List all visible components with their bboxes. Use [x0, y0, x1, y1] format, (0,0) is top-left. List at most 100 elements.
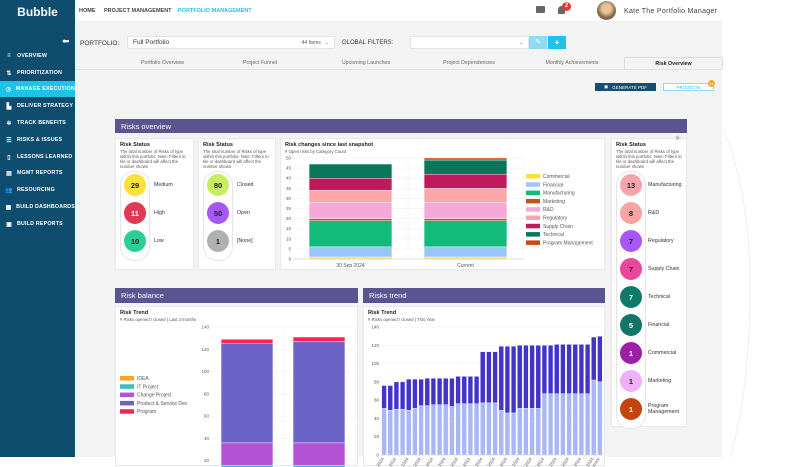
y-tick-label: 80 [374, 379, 380, 384]
tab-upcoming-launches[interactable]: Upcoming Launches [341, 60, 391, 66]
bar-segment [498, 346, 504, 411]
count-circle[interactable]: 8 [620, 202, 642, 224]
y-tick-label: 15 [286, 226, 292, 231]
sidebar-item-risks-issues[interactable]: ☰ RISKS & ISSUES [0, 132, 75, 148]
sidebar-item-label: DELIVER STRATEGY [17, 103, 74, 109]
sidebar-item-label: RESOURCING [17, 187, 55, 193]
sidebar-item-lessons-learned[interactable]: ▯ LESSONS LEARNED [0, 149, 75, 165]
count-label: Medium [154, 182, 173, 188]
bar-segment [597, 381, 603, 456]
sidebar-item-build-dashboards[interactable]: ▦ BUILD DASHBOARDS [0, 199, 75, 215]
chart-subtitle: # Open risks by Category Count [285, 149, 347, 154]
bar-segment [443, 377, 449, 405]
count-label: Manufacturing [648, 182, 682, 188]
sidebar-item-resourcing[interactable]: 👥 RESOURCING [0, 182, 75, 198]
count-circle[interactable]: 7 [620, 258, 642, 280]
sidebar-item-label: OVERVIEW [17, 53, 48, 59]
bar-segment [424, 405, 430, 456]
sidebar-item-overview[interactable]: ≡ OVERVIEW [0, 48, 75, 64]
count-label: Program Management [648, 403, 679, 415]
sidebar-item-manage-execution[interactable]: ◷ MANAGE EXECUTION [0, 81, 75, 97]
count-circle[interactable]: 1 [620, 398, 642, 420]
generate-pdf-button[interactable]: ▣ GENERATE PDF [595, 83, 656, 91]
tile-title: Risk Status [120, 142, 150, 148]
count-circle[interactable]: 5 [620, 314, 642, 336]
x-tick-label: May 2024 [469, 456, 484, 467]
y-tick-label: 20 [286, 216, 292, 221]
bar-segment [566, 344, 572, 394]
bar-segment [517, 408, 523, 456]
sidebar-item-deliver-strategy[interactable]: ▙ DELIVER STRATEGY [0, 98, 75, 114]
count-circle[interactable]: 50 [207, 202, 229, 224]
collapse-arrow-icon[interactable]: ⬅ [62, 36, 70, 46]
sidebar-item-build-reports[interactable]: ▣ BUILD REPORTS [0, 216, 75, 232]
edit-filter-button[interactable]: ✎ [529, 36, 547, 49]
bar-segment [406, 409, 412, 456]
sidebar-item-prioritization[interactable]: ⇅ PRIORITIZATION [0, 65, 75, 81]
tab-project-funnel[interactable]: Project Funnel [242, 60, 278, 66]
bar-segment [423, 256, 508, 260]
portfolio-select[interactable]: Full Portfolio 44 Items ⌄ [127, 36, 335, 49]
y-tick-label: 25 [286, 206, 292, 211]
export-icon[interactable]: ⊪ [676, 136, 682, 142]
risk-balance-header: Risk balance [115, 288, 358, 303]
bar-segment [498, 409, 504, 456]
sidebar-item-mgmt-reports[interactable]: ▤ MGMT REPORTS [0, 165, 75, 181]
bar-segment [504, 346, 511, 414]
bar-segment [510, 412, 517, 456]
tab-project-dependencies[interactable]: Project Dependencies [443, 60, 495, 66]
y-tick-label: 100 [201, 369, 209, 374]
sidebar-item-track-benefits[interactable]: ✲ TRACK BENEFITS [0, 115, 75, 131]
count-label: High [154, 210, 165, 216]
legend-label: Program Management [543, 240, 593, 246]
bar-segment [591, 379, 597, 456]
bar-segment [387, 409, 393, 456]
count-circle[interactable]: 11 [124, 202, 146, 224]
clipboard-icon: ▣ [6, 221, 12, 228]
x-tick-label: Mar 2024 [420, 456, 435, 467]
bar-segment [560, 344, 566, 394]
chart-title: Risk Trend [368, 310, 397, 316]
chat-icon[interactable] [536, 6, 545, 13]
bar-segment [423, 202, 508, 219]
count-circle[interactable]: 29 [124, 174, 146, 196]
add-filter-button[interactable]: + [548, 36, 566, 49]
tile-description: The total number of Risks of type within… [616, 149, 682, 169]
global-filters-select[interactable]: ⌄ [410, 36, 529, 49]
list-icon: ☰ [6, 137, 12, 144]
sidebar-item-label: PRIORITIZATION [17, 70, 63, 76]
legend-label: Product & Service Dev [137, 401, 188, 407]
avatar[interactable] [597, 1, 616, 20]
tab-monthly-achievements[interactable]: Monthly Achievements [545, 60, 599, 66]
generate-pdf-label: GENERATE PDF [612, 84, 647, 90]
count-circle[interactable]: 80 [207, 174, 229, 196]
bar-segment [436, 404, 443, 456]
legend-swatch [526, 232, 540, 237]
count-circle[interactable]: 1 [620, 370, 642, 392]
bell-icon[interactable] [558, 6, 565, 14]
y-tick-label: 100 [371, 361, 379, 366]
count-label: Marketing [648, 378, 672, 384]
tab-risk-overview[interactable]: Risk Overview [624, 57, 723, 69]
tab-portfolio-overview[interactable]: Portfolio Overview [141, 60, 184, 66]
count-circle[interactable]: 13 [620, 174, 642, 196]
count-circle[interactable]: 1 [620, 342, 642, 364]
bar-segment [308, 256, 393, 260]
right-margin [722, 0, 800, 457]
nav-home[interactable]: HOME [79, 8, 96, 14]
portfolio-label: PORTFOLIO: [80, 40, 120, 47]
sidebar-item-label: MGMT REPORTS [17, 170, 63, 176]
count-circle[interactable]: 1 [207, 230, 229, 252]
projects-count-badge: 44 [708, 80, 715, 87]
user-name[interactable]: Kate The Portfolio Manager [624, 8, 718, 15]
bar-segment [535, 408, 541, 456]
count-circle[interactable]: 10 [124, 230, 146, 252]
nav-project-management[interactable]: PROJECT MANAGEMENT [104, 8, 172, 14]
count-circle[interactable]: 7 [620, 286, 642, 308]
nav-portfolio-management[interactable]: PORTFOLIO MANAGEMENT [178, 8, 252, 14]
bar-segment [554, 344, 560, 394]
projects-button[interactable]: PROJECTS [663, 83, 714, 91]
count-circle[interactable]: 7 [620, 230, 642, 252]
bar-segment [308, 218, 393, 221]
